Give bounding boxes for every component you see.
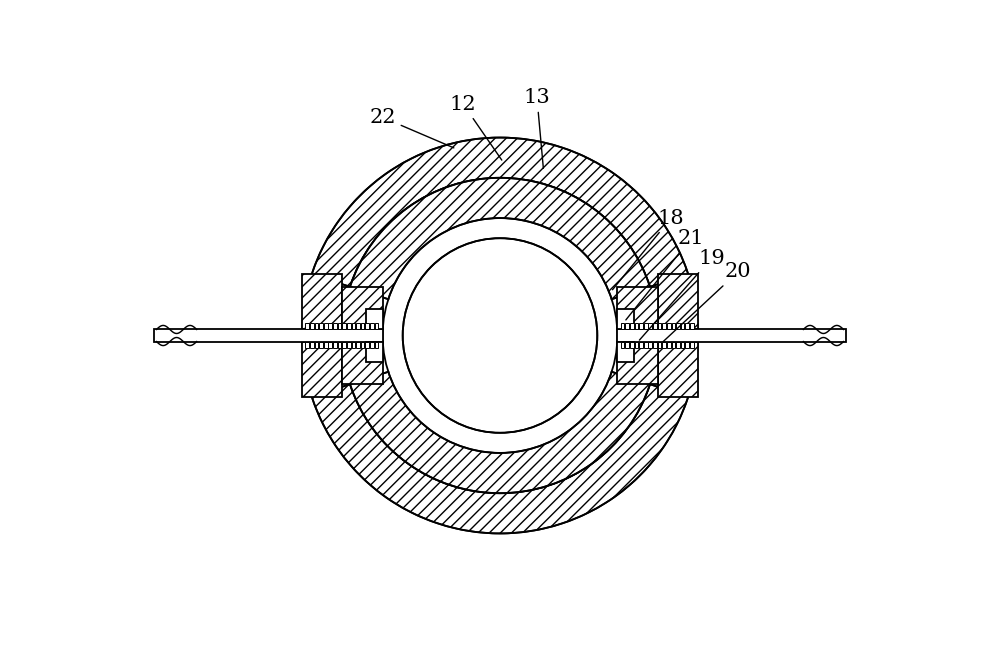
Text: 12: 12: [450, 95, 502, 160]
Bar: [690, 323, 694, 329]
Bar: [352, 342, 355, 348]
Bar: [328, 323, 332, 329]
Bar: [625, 323, 629, 329]
Bar: [361, 342, 364, 348]
Bar: [347, 323, 351, 329]
Bar: [328, 342, 332, 348]
Bar: [356, 323, 360, 329]
Bar: [644, 323, 648, 329]
Bar: [365, 323, 369, 329]
Bar: [630, 342, 634, 348]
Bar: [342, 323, 346, 329]
Bar: [375, 323, 378, 329]
Circle shape: [403, 238, 597, 433]
Bar: [154, 329, 383, 342]
Bar: [305, 342, 309, 348]
Bar: [617, 342, 658, 384]
Bar: [319, 323, 323, 329]
Bar: [617, 329, 846, 342]
Bar: [653, 342, 657, 348]
Bar: [639, 342, 643, 348]
Bar: [658, 323, 661, 329]
Bar: [366, 342, 383, 362]
Bar: [302, 342, 342, 397]
Bar: [621, 323, 624, 329]
Text: 22: 22: [369, 108, 454, 148]
Bar: [662, 323, 666, 329]
Bar: [672, 342, 675, 348]
Bar: [676, 323, 680, 329]
Bar: [676, 342, 680, 348]
Bar: [375, 342, 378, 348]
Text: 21: 21: [626, 229, 705, 320]
Wedge shape: [312, 384, 688, 533]
Bar: [333, 342, 337, 348]
Bar: [625, 342, 629, 348]
Bar: [370, 323, 374, 329]
Bar: [352, 323, 355, 329]
Bar: [310, 342, 314, 348]
Bar: [672, 323, 675, 329]
Bar: [658, 274, 698, 329]
Bar: [690, 342, 694, 348]
Bar: [617, 342, 634, 362]
Bar: [305, 323, 309, 329]
Wedge shape: [350, 372, 650, 493]
Bar: [658, 342, 698, 397]
Text: 18: 18: [612, 209, 684, 290]
Bar: [667, 323, 671, 329]
Bar: [644, 342, 648, 348]
Bar: [617, 287, 658, 329]
Bar: [342, 342, 383, 384]
Bar: [685, 323, 689, 329]
Bar: [370, 342, 374, 348]
Wedge shape: [350, 178, 650, 299]
Wedge shape: [312, 138, 688, 287]
Bar: [333, 323, 337, 329]
Bar: [648, 323, 652, 329]
Bar: [667, 342, 671, 348]
Bar: [315, 342, 318, 348]
Bar: [319, 342, 323, 348]
Text: 20: 20: [663, 262, 752, 342]
Bar: [366, 309, 383, 329]
Bar: [681, 342, 684, 348]
Bar: [347, 342, 351, 348]
Bar: [342, 342, 346, 348]
Bar: [342, 287, 383, 329]
Bar: [653, 323, 657, 329]
Bar: [639, 323, 643, 329]
Bar: [662, 342, 666, 348]
Bar: [324, 323, 328, 329]
Bar: [310, 323, 314, 329]
Bar: [635, 323, 638, 329]
Bar: [315, 323, 318, 329]
Bar: [621, 342, 624, 348]
Bar: [681, 323, 684, 329]
Bar: [324, 342, 328, 348]
Bar: [361, 323, 364, 329]
Bar: [365, 342, 369, 348]
Bar: [338, 323, 341, 329]
Bar: [658, 342, 661, 348]
Text: 19: 19: [639, 249, 725, 340]
Bar: [685, 342, 689, 348]
Bar: [635, 342, 638, 348]
Bar: [617, 309, 634, 329]
Bar: [302, 274, 342, 329]
Bar: [338, 342, 341, 348]
Bar: [648, 342, 652, 348]
Bar: [630, 323, 634, 329]
Text: 13: 13: [524, 88, 550, 168]
Bar: [356, 342, 360, 348]
